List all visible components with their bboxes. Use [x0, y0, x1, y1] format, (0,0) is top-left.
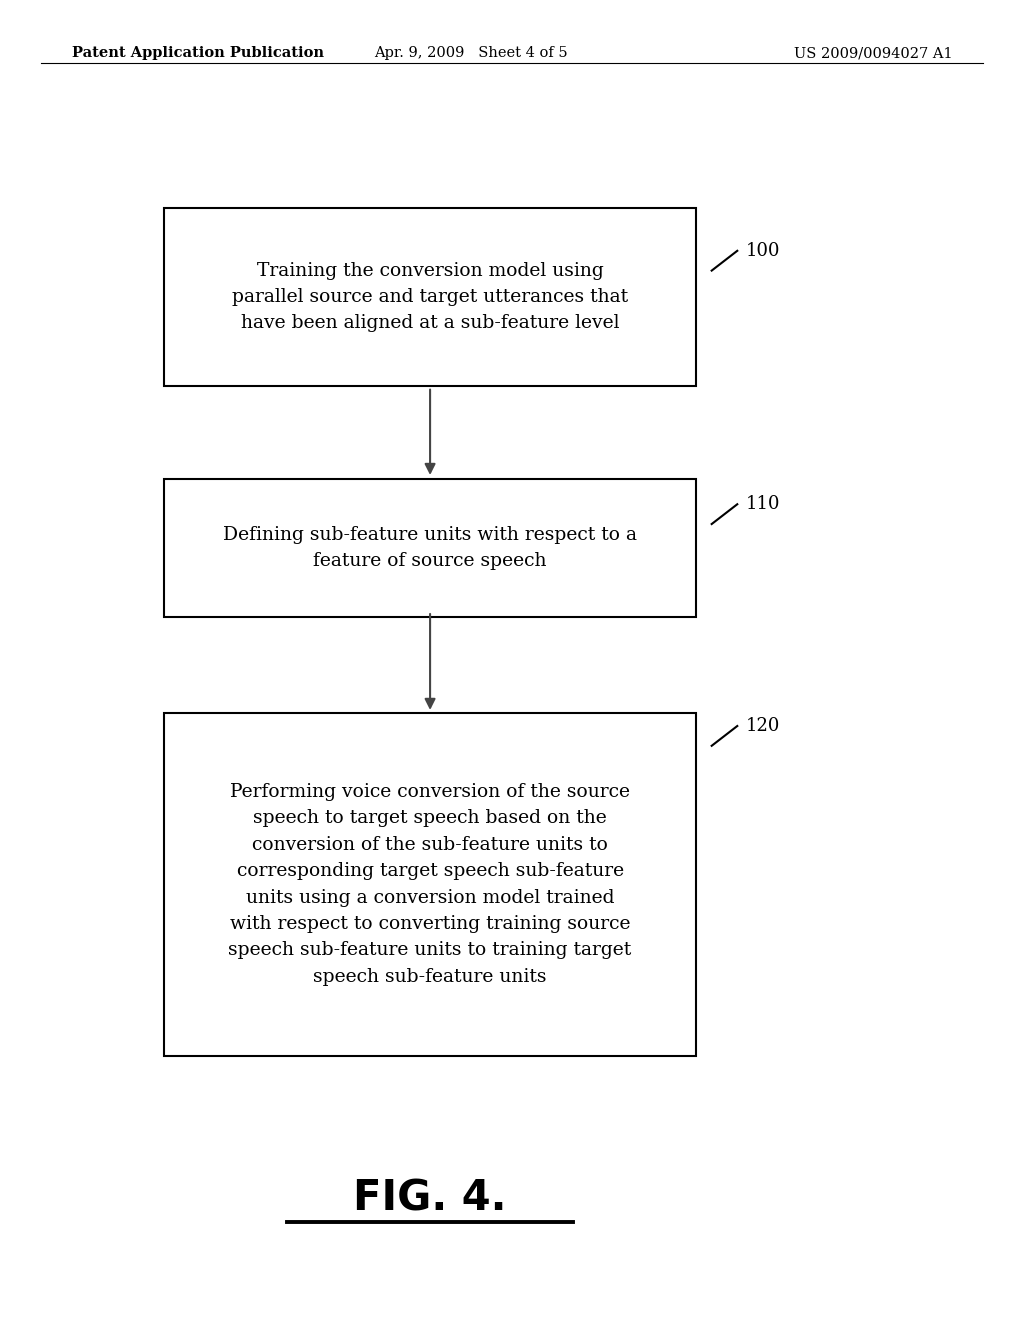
Text: Performing voice conversion of the source
speech to target speech based on the
c: Performing voice conversion of the sourc… [228, 783, 632, 986]
Bar [164, 479, 696, 618]
Text: 120: 120 [745, 717, 780, 735]
Bar [164, 209, 696, 385]
Text: FIG. 4.: FIG. 4. [353, 1177, 507, 1220]
Text: Apr. 9, 2009   Sheet 4 of 5: Apr. 9, 2009 Sheet 4 of 5 [374, 46, 568, 61]
Text: Training the conversion model using
parallel source and target utterances that
h: Training the conversion model using para… [232, 261, 628, 333]
Text: US 2009/0094027 A1: US 2009/0094027 A1 [794, 46, 952, 61]
Text: Defining sub-feature units with respect to a
feature of source speech: Defining sub-feature units with respect … [223, 525, 637, 570]
Text: 110: 110 [745, 495, 780, 513]
Bar [164, 713, 696, 1056]
Text: Patent Application Publication: Patent Application Publication [72, 46, 324, 61]
Text: 100: 100 [745, 242, 780, 260]
